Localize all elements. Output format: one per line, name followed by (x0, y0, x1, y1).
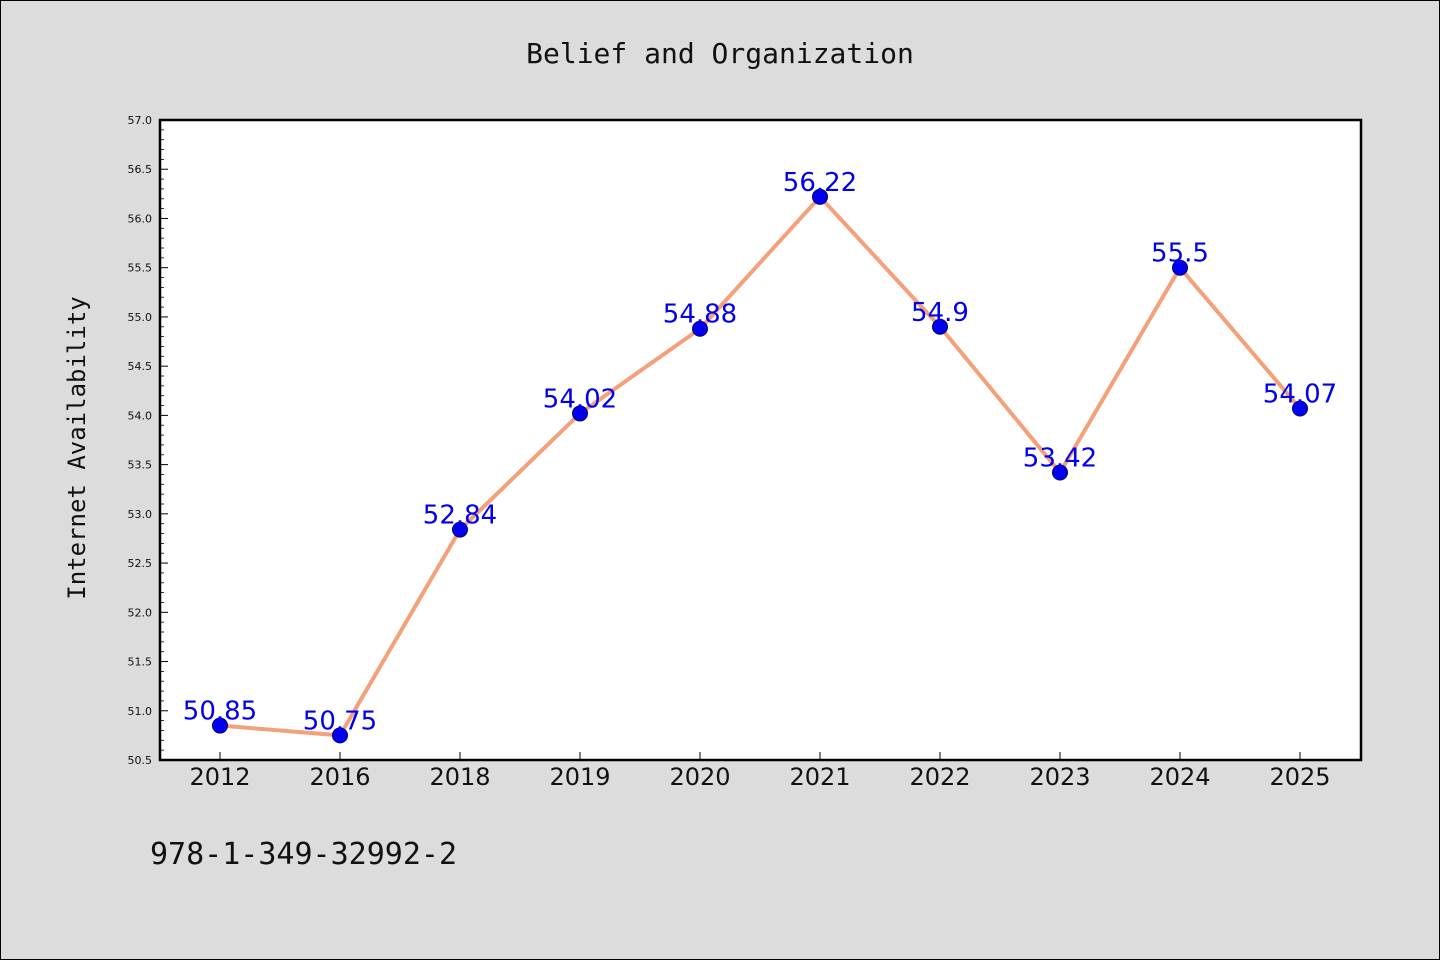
plot-area (160, 120, 1361, 760)
y-tick-label: 56.0 (128, 212, 153, 225)
series-line (218, 194, 1302, 738)
x-axis: 2012 2016 2018 2019 2020 2021 2022 2023 2024 2025 (189, 752, 1331, 791)
x-tick-label: 2020 (669, 763, 730, 791)
y-tick-label: 53.0 (128, 508, 153, 521)
chart-title: Belief and Organization (526, 37, 914, 70)
data-label: 55.5 (1151, 239, 1209, 269)
data-point (452, 521, 468, 538)
data-label: 53.42 (1023, 443, 1097, 473)
x-tick-label: 2021 (789, 763, 850, 791)
x-tick-label: 2018 (429, 763, 490, 791)
x-tick-label: 2019 (549, 763, 610, 791)
data-label: 56.22 (783, 168, 857, 198)
y-tick-label: 52.0 (128, 606, 153, 619)
y-tick-label: 56.5 (128, 163, 153, 176)
data-point (1292, 400, 1308, 417)
data-point (1172, 259, 1188, 276)
data-point (692, 320, 708, 337)
y-tick-label: 55.0 (128, 311, 153, 324)
data-label: 54.02 (543, 384, 617, 414)
data-label: 54.9 (911, 298, 969, 328)
data-label: 52.84 (423, 501, 497, 531)
data-point (572, 405, 588, 422)
x-tick-label: 2024 (1149, 763, 1210, 791)
y-tick-label: 51.5 (128, 656, 153, 669)
data-point (1052, 464, 1068, 481)
data-label: 54.07 (1263, 379, 1337, 409)
x-tick-label: 2012 (189, 763, 250, 791)
data-point (212, 717, 228, 734)
data-label: 54.88 (663, 300, 737, 330)
y-tick-label: 57.0 (128, 114, 153, 127)
x-tick-label: 2022 (909, 763, 970, 791)
data-series (212, 188, 1308, 744)
y-tick-label: 52.5 (128, 557, 153, 570)
y-tick-label: 54.5 (128, 360, 153, 373)
y-tick-label: 55.5 (128, 262, 153, 275)
data-point (332, 727, 348, 744)
x-tick-label: 2016 (309, 763, 370, 791)
y-tick-label: 51.0 (128, 705, 153, 718)
data-point (812, 188, 828, 205)
data-label: 50.75 (303, 706, 377, 736)
data-label: 50.85 (183, 697, 257, 727)
x-tick-label: 2025 (1269, 763, 1330, 791)
y-axis: 50.5 51.0 51.5 52.0 52.5 53.0 53.5 54.0 54.5 55.0… (128, 114, 168, 767)
data-labels: 50.85 50.75 52.84 54.02 54.88 56.22 54.9 53.42 5… (183, 168, 1337, 737)
x-tick-label: 2023 (1029, 763, 1090, 791)
y-tick-label: 53.5 (128, 459, 153, 472)
y-axis-label: Internet Availability (63, 296, 91, 599)
isbn-text: 978-1-349-32992-2 (150, 837, 457, 872)
data-point (932, 318, 948, 335)
y-tick-label: 54.0 (128, 409, 153, 422)
plot-border (158, 118, 1363, 762)
y-tick-label: 50.5 (128, 754, 153, 767)
